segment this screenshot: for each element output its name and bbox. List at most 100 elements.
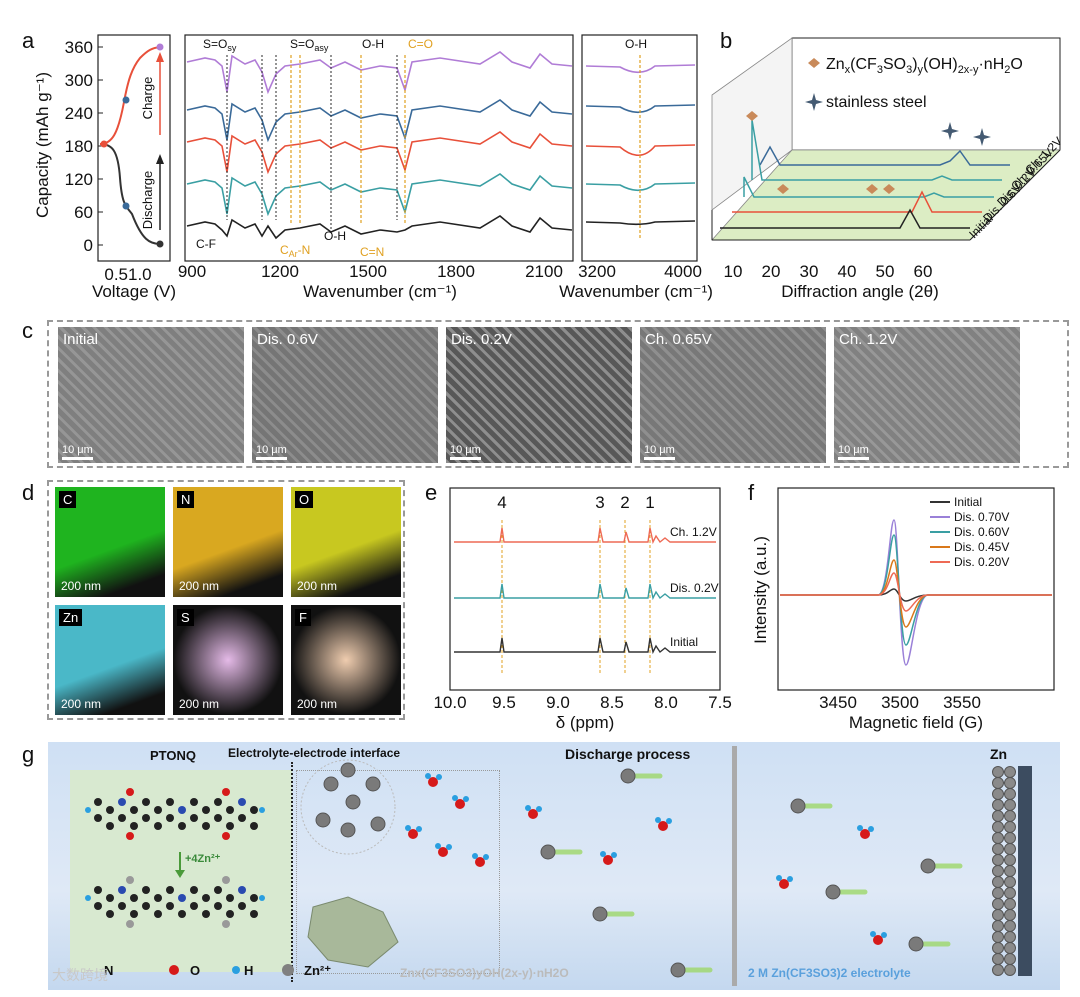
atom xyxy=(238,814,246,822)
ftir-series-line xyxy=(186,51,573,95)
zn-ion xyxy=(670,962,686,978)
panel-label-b: b xyxy=(720,28,733,53)
ann-oh: O-H xyxy=(362,37,384,51)
zn-electrode xyxy=(1018,766,1032,976)
zn-atom xyxy=(1004,920,1016,932)
xrd-xlabel: Diffraction angle (2θ) xyxy=(781,282,939,301)
atom xyxy=(238,886,246,894)
epr-series-line xyxy=(780,572,1052,612)
zn-ion xyxy=(323,776,339,792)
zn-atom xyxy=(992,832,1004,844)
zn-atom xyxy=(992,909,1004,921)
eds-scale: 200 nm xyxy=(179,579,220,593)
ftir-series-line xyxy=(186,99,573,143)
ftir2-series-line xyxy=(585,64,696,74)
panel-a-ylabel: Capacity (mAh g⁻¹) xyxy=(33,72,52,218)
epr-legend-label: Initial xyxy=(954,495,982,509)
panel-a-chart: Capacity (mAh g⁻¹) 360 300 240 180 120 60 0 Vo… xyxy=(33,34,713,301)
gcd-ytick-label: 240 xyxy=(65,104,93,123)
atom xyxy=(226,910,234,918)
zn-atom xyxy=(992,766,1004,778)
ftir-xtick-label: 1800 xyxy=(437,262,475,281)
eds-element-label: Zn xyxy=(59,609,83,626)
gcd-ytick-label: 120 xyxy=(65,170,93,189)
charge-label: Charge xyxy=(140,77,155,120)
atom xyxy=(106,806,114,814)
water-molecule xyxy=(438,847,448,857)
gcd-frame xyxy=(97,34,171,262)
product-box xyxy=(296,770,500,974)
ftir-xtick-label: 1200 xyxy=(261,262,299,281)
legend-h: H xyxy=(244,963,254,978)
atom xyxy=(154,806,162,814)
atom xyxy=(250,894,258,902)
atom xyxy=(94,902,102,910)
ftir2-series-line xyxy=(585,144,696,157)
atom xyxy=(118,814,126,822)
sem-label: Initial xyxy=(63,331,99,348)
xrd-series-line xyxy=(743,176,994,198)
water-molecule xyxy=(455,799,465,809)
atom xyxy=(130,822,138,830)
atom xyxy=(94,886,102,894)
panel-label-a: a xyxy=(22,28,35,53)
xrd-xtick-label: 10 xyxy=(724,262,743,281)
epr-legend-label: Dis. 0.70V xyxy=(954,510,1009,524)
nmr-peak-label: 3 xyxy=(595,493,604,512)
ftir2-xlabel: Wavenumber (cm⁻¹) xyxy=(559,282,713,301)
discharge-label: Discharge xyxy=(140,171,155,230)
ann-so-asy: S=Oasy xyxy=(290,37,329,53)
zn-atom xyxy=(1004,843,1016,855)
zn-atom xyxy=(992,854,1004,866)
zn-atom xyxy=(992,799,1004,811)
nmr-series-line xyxy=(454,583,716,601)
sem-label: Dis. 0.2V xyxy=(451,331,512,348)
epr-xtick-label: 3450 xyxy=(819,693,857,712)
zn-ion xyxy=(592,906,608,922)
ftir-xtick-label: 1500 xyxy=(349,262,387,281)
electrolyte-label: 2 M Zn(CF3SO3)2 electrolyte xyxy=(748,966,911,980)
sem-image: Dis. 0.6V 10 μm xyxy=(252,327,438,463)
epr-legend-label: Dis. 0.45V xyxy=(954,540,1009,554)
nmr-xtick-label: 10.0 xyxy=(433,693,466,712)
gcd-ytick-label: 60 xyxy=(74,203,93,222)
epr-series-line xyxy=(780,519,1052,666)
atom xyxy=(178,910,186,918)
ftir2-xtick-0: 3200 xyxy=(578,262,616,281)
zn-atom xyxy=(992,931,1004,943)
eds-element-label: C xyxy=(59,491,77,508)
separator-bar xyxy=(732,746,737,986)
atom xyxy=(118,798,126,806)
atom xyxy=(154,822,162,830)
zn-atom xyxy=(992,953,1004,965)
eds-map: Zn 200 nm xyxy=(55,605,165,715)
eds-map: N 200 nm xyxy=(173,487,283,597)
water-molecule xyxy=(528,809,538,819)
eds-scale: 200 nm xyxy=(297,579,338,593)
atom xyxy=(178,822,186,830)
zn-atom xyxy=(1004,876,1016,888)
legend-o: O xyxy=(190,963,201,978)
atom xyxy=(250,822,258,830)
zn-atom xyxy=(1004,887,1016,899)
ann-oh-ftir2: O-H xyxy=(625,37,647,51)
zn-atom xyxy=(1004,931,1016,943)
eds-element-label: S xyxy=(177,609,194,626)
sem-image: Initial 10 μm xyxy=(58,327,244,463)
atom xyxy=(226,894,234,902)
atom xyxy=(214,902,222,910)
atom xyxy=(94,798,102,806)
atom xyxy=(142,814,150,822)
water-molecule xyxy=(779,879,789,889)
panel-c-frame xyxy=(47,320,1069,468)
zn-atom xyxy=(1004,909,1016,921)
atom xyxy=(106,822,114,830)
legend-zn: Zn²⁺ xyxy=(304,963,332,978)
zn-atom xyxy=(1004,953,1016,965)
atom xyxy=(166,886,174,894)
nmr-xlabel: δ (ppm) xyxy=(556,713,615,732)
xrd-series-line xyxy=(720,208,970,229)
